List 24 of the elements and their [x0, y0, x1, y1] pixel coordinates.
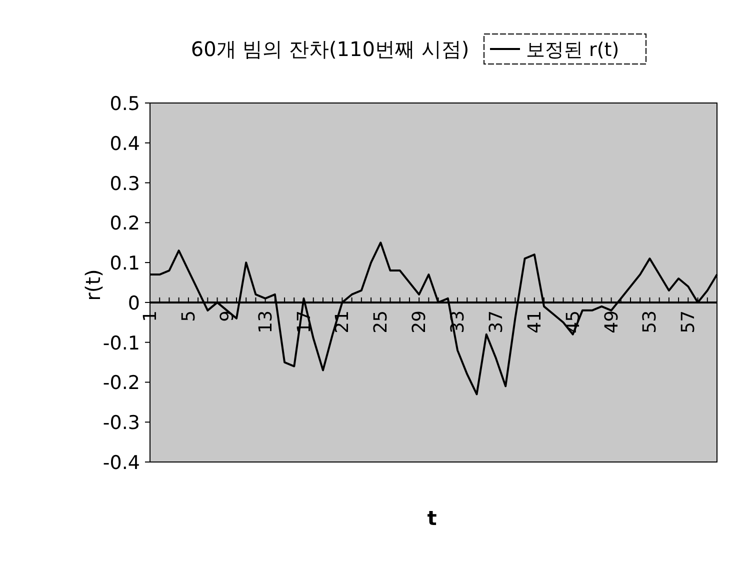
x-tick-label: 29	[409, 310, 430, 334]
x-tick-label: 25	[370, 310, 392, 334]
y-tick-label: -0.3	[102, 412, 140, 434]
x-tick-label: 1	[140, 310, 161, 322]
x-tick-label: 5	[178, 310, 200, 322]
y-tick-label: 0.5	[110, 93, 140, 115]
y-tick-label: 0.3	[110, 172, 140, 195]
legend-label: 보정된 r(t)	[526, 39, 620, 61]
x-tick-label: 49	[601, 310, 622, 334]
y-tick-label: 0.1	[110, 252, 140, 275]
y-tick-label: -0.4	[102, 452, 140, 474]
y-tick-label: -0.2	[102, 372, 140, 394]
y-tick-label: -0.1	[102, 332, 140, 354]
x-tick-label: 41	[524, 310, 546, 334]
x-tick-label: 37	[486, 310, 507, 334]
x-axis-title: t	[427, 506, 438, 530]
x-tick-label: 13	[255, 310, 276, 334]
x-tick-label: 57	[678, 310, 700, 334]
y-axis-title: r(t)	[81, 269, 105, 301]
x-tick-label: 53	[640, 310, 661, 334]
chart-title: 60개 빔의 잔차(110번째 시점)	[190, 37, 470, 61]
y-tick-label: 0	[128, 292, 140, 314]
y-tick-label: 0.2	[110, 212, 140, 235]
y-tick-label: 0.4	[110, 132, 140, 155]
